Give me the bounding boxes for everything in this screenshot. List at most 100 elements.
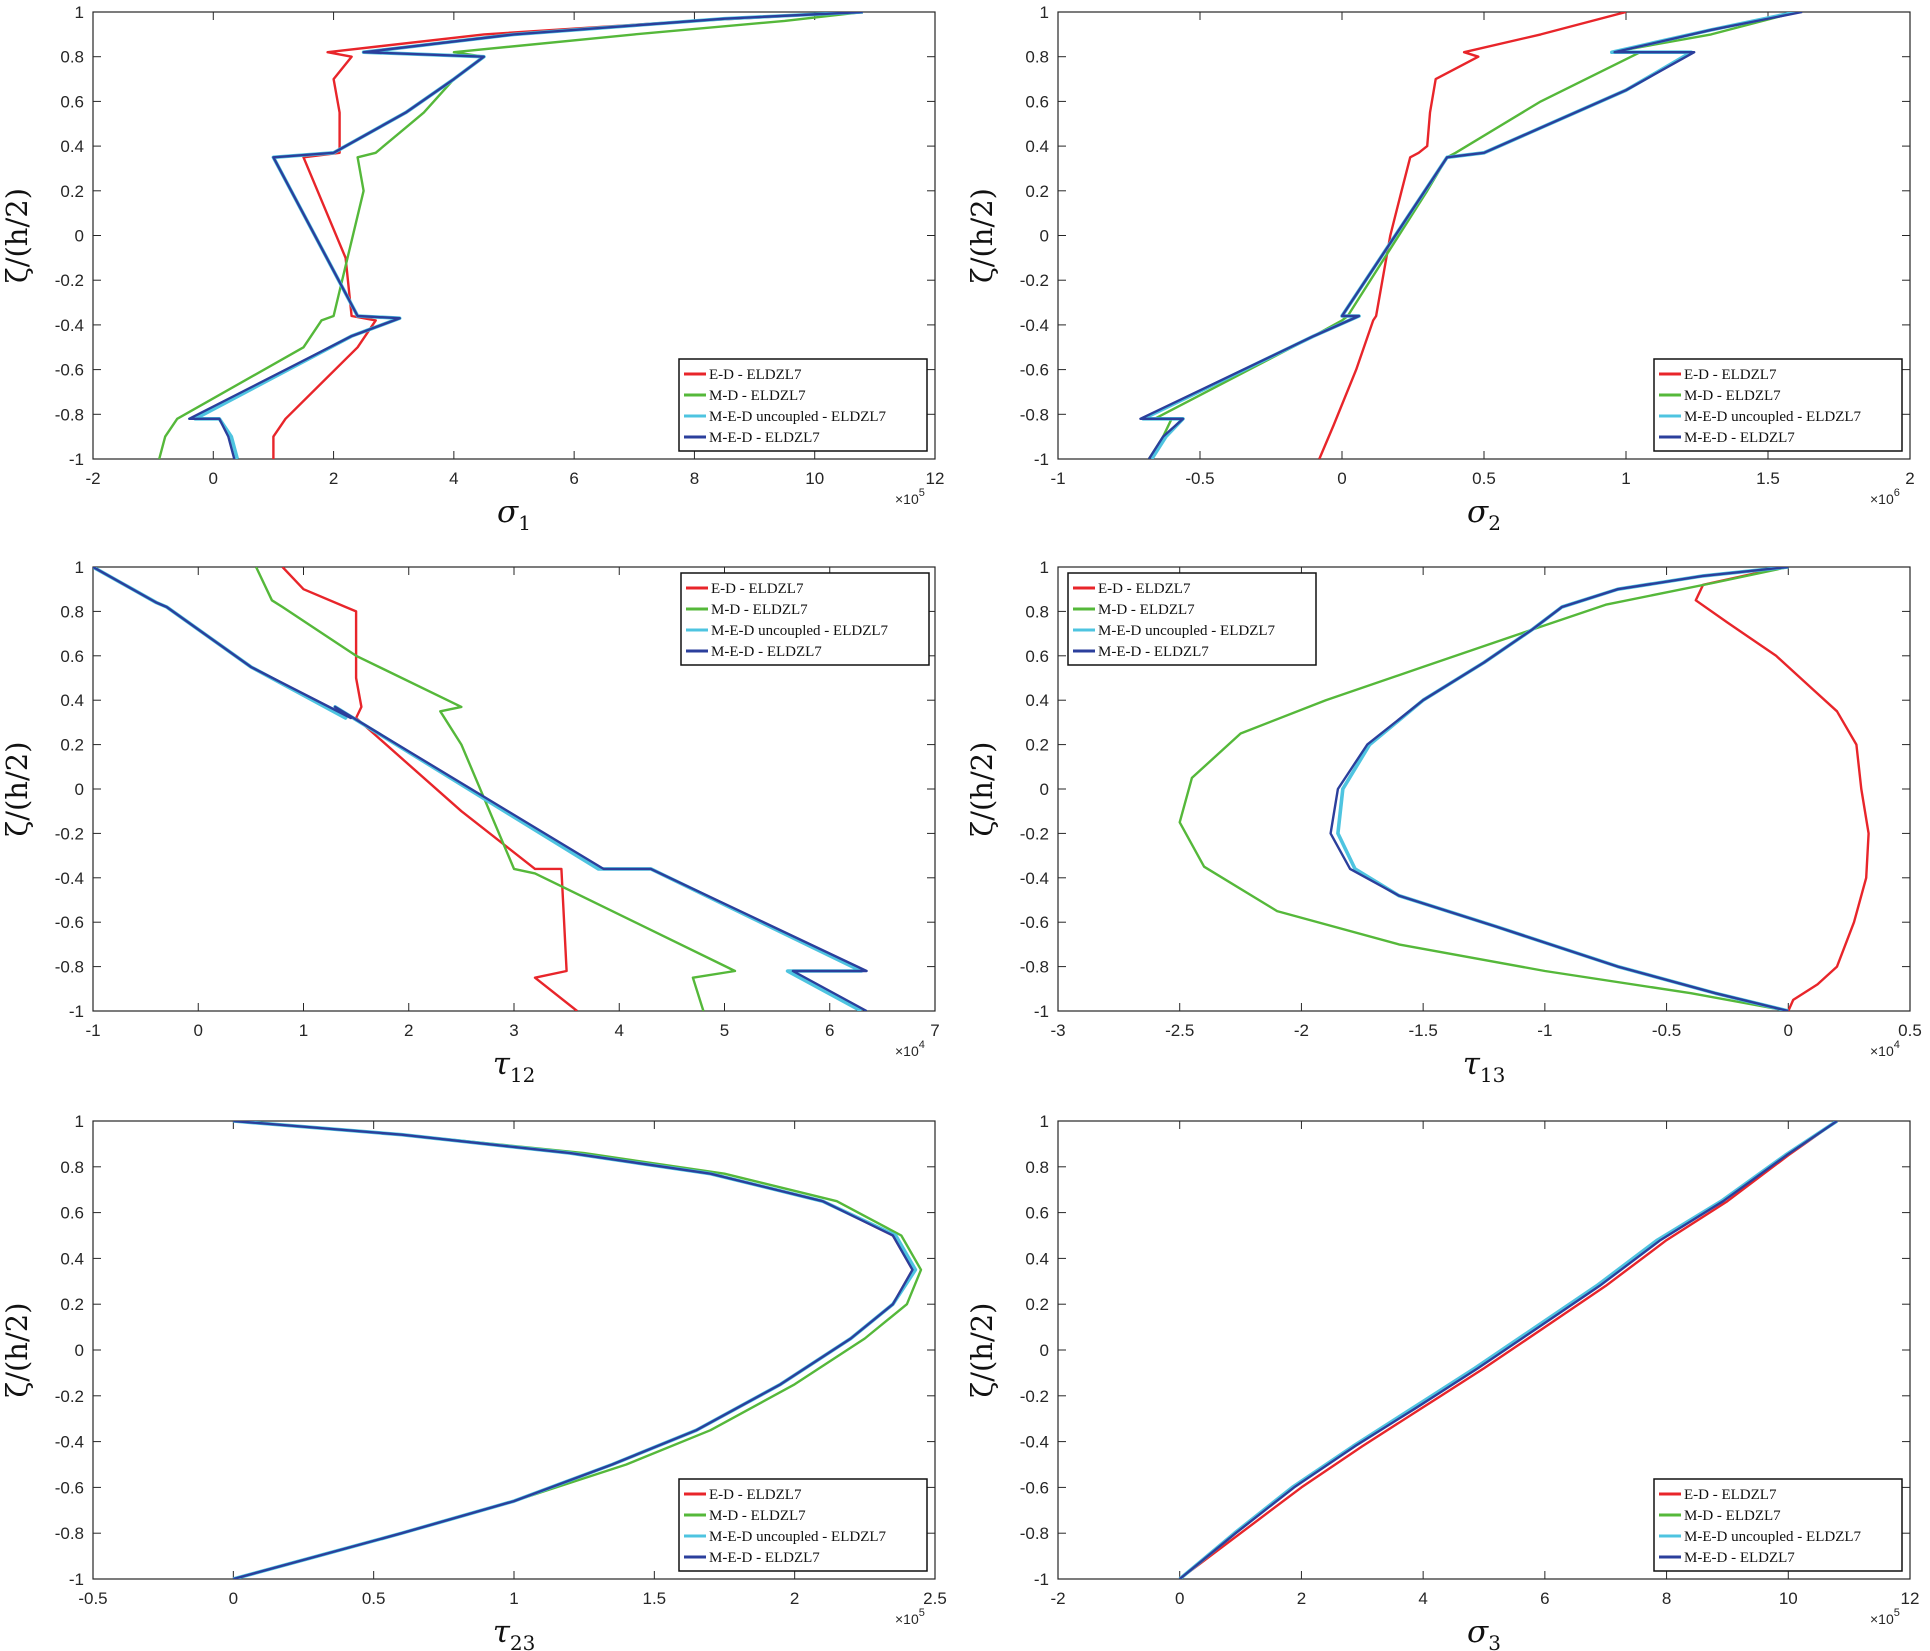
x-axis-label: σ2: [1467, 494, 1501, 535]
y-tick-label: 1: [1040, 558, 1049, 577]
x-exponent-label: ×104: [1870, 1039, 1900, 1059]
x-tick-label: 2: [790, 1589, 799, 1608]
y-axis-label: ζ/(h/2): [0, 188, 34, 283]
y-tick-label: 0: [1040, 227, 1049, 246]
y-tick-label: -1: [69, 1570, 84, 1589]
y-tick-label: 0.2: [60, 1295, 84, 1314]
x-tick-label: 12: [926, 469, 945, 488]
series-line-e-d: [1694, 567, 1870, 1011]
y-tick-label: 0.8: [60, 48, 84, 67]
x-tick-label: 2: [404, 1021, 413, 1040]
y-tick-label: -0.6: [55, 361, 84, 380]
legend-box: [680, 572, 930, 666]
legend-entry: M-E-D uncoupled - ELDZL7: [709, 1529, 887, 1545]
y-tick-label: -0.4: [1020, 869, 1049, 888]
x-tick-label: 0.5: [1472, 469, 1496, 488]
y-tick-label: -1: [1034, 1002, 1049, 1021]
x-tick-label: -0.5: [78, 1589, 107, 1608]
legend-entry: M-E-D - ELDZL7: [1098, 644, 1209, 660]
x-exponent-label: ×105: [895, 1607, 925, 1627]
x-tick-label: 6: [825, 1021, 834, 1040]
x-tick-label: 5: [720, 1021, 729, 1040]
series-line-e-d: [1178, 1121, 1838, 1579]
y-tick-label: 0.4: [60, 691, 84, 710]
x-tick-label: 1: [509, 1589, 518, 1608]
legend-box: [678, 1478, 928, 1572]
legend-entry: M-E-D uncoupled - ELDZL7: [1684, 409, 1862, 425]
y-axis-label: ζ/(h/2): [0, 741, 34, 836]
legend-box: [1653, 358, 1903, 452]
y-tick-label: -0.8: [55, 958, 84, 977]
y-tick-label: 0.6: [1025, 647, 1049, 666]
y-tick-label: 0.6: [1025, 92, 1049, 111]
y-tick-label: 0: [75, 780, 84, 799]
y-tick-label: -0.8: [1020, 958, 1049, 977]
series-line-e-d: [1318, 12, 1627, 459]
y-tick-label: 0.4: [60, 137, 84, 156]
x-axis-label: τ12: [493, 1046, 536, 1087]
x-exponent-label: ×106: [1870, 487, 1900, 507]
legend-entry: M-D - ELDZL7: [1684, 388, 1781, 404]
x-tick-label: -1: [85, 1021, 100, 1040]
legend-box: [1067, 572, 1317, 666]
x-tick-label: 6: [569, 469, 578, 488]
panel-2: -1 -0.5 0 0.5 1 1.5 2 -1 -0.8 -0.6 -0.4 -0.2 0 0.2 0.4…: [965, 3, 1915, 535]
x-tick-label: 4: [449, 469, 458, 488]
y-tick-label: 0.6: [60, 92, 84, 111]
legend: E-D - ELDZL7 M-D - ELDZL7 M-E-D uncoupled …: [680, 572, 930, 666]
x-tick-label: 10: [805, 469, 824, 488]
y-tick-label: -0.2: [55, 1387, 84, 1406]
series-line-m-d: [158, 12, 863, 459]
legend-entry: E-D - ELDZL7: [709, 1487, 802, 1503]
legend-entry: M-D - ELDZL7: [1098, 602, 1195, 618]
x-tick-label: 4: [1418, 1589, 1427, 1608]
y-tick-label: 1: [75, 1112, 84, 1131]
y-tick-label: 0: [75, 1341, 84, 1360]
x-tick-label: 2.5: [923, 1589, 947, 1608]
legend-entry: M-E-D - ELDZL7: [1684, 430, 1795, 446]
legend-entry: M-E-D uncoupled - ELDZL7: [1684, 1529, 1862, 1545]
x-tick-label: -2: [85, 469, 100, 488]
y-axis-label: ζ/(h/2): [965, 741, 999, 836]
y-tick-label: 0.8: [60, 1158, 84, 1177]
panel-4: -3 -2.5 -2 -1.5 -1 -0.5 0 0.5 -1 -0.8 -0.6 -0.4 -0.2…: [965, 558, 1922, 1087]
y-tick-label: -0.4: [1020, 1433, 1049, 1452]
x-tick-label: 0: [209, 469, 218, 488]
legend-entry: E-D - ELDZL7: [1684, 1487, 1777, 1503]
legend-entry: M-D - ELDZL7: [709, 388, 806, 404]
x-tick-label: 12: [1901, 1589, 1920, 1608]
y-tick-label: 1: [75, 558, 84, 577]
y-tick-label: 0.2: [1025, 182, 1049, 201]
y-tick-label: -0.2: [55, 824, 84, 843]
legend-box: [1653, 1478, 1903, 1572]
y-tick-label: -0.8: [1020, 1524, 1049, 1543]
y-tick-label: 0.4: [60, 1249, 84, 1268]
y-tick-label: 0.4: [1025, 137, 1049, 156]
x-tick-label: -2.5: [1165, 1021, 1194, 1040]
x-exponent-label: ×104: [895, 1039, 925, 1059]
y-tick-label: -0.6: [55, 1478, 84, 1497]
series-line-m-e-d: [187, 12, 863, 459]
legend-entry: E-D - ELDZL7: [1684, 367, 1777, 383]
y-tick-label: -1: [1034, 1570, 1049, 1589]
legend-entry: E-D - ELDZL7: [711, 581, 804, 597]
panel-3: -1 0 1 2 3 4 5 6 7 -1 -0.8 -0.6 -0.4 -0.2 0 0.2 0.4 0.6 0.…: [0, 558, 940, 1087]
x-tick-label: 0: [1337, 469, 1346, 488]
x-tick-label: 0.5: [1898, 1021, 1922, 1040]
y-tick-label: -0.6: [55, 913, 84, 932]
series-line-m-e-d: [1139, 12, 1803, 459]
x-exponent-label: ×105: [1870, 1607, 1900, 1627]
y-tick-label: -0.8: [55, 405, 84, 424]
y-tick-label: -0.4: [55, 869, 84, 888]
y-tick-label: 0.4: [1025, 691, 1049, 710]
legend: E-D - ELDZL7 M-D - ELDZL7 M-E-D uncoupled …: [678, 358, 928, 452]
y-tick-label: -0.8: [1020, 405, 1049, 424]
y-tick-label: 0.2: [60, 182, 84, 201]
series-line-m-e-d: [1329, 567, 1789, 1011]
y-tick-label: 0.8: [1025, 602, 1049, 621]
x-tick-label: 6: [1540, 1589, 1549, 1608]
x-axis-label: τ23: [493, 1614, 536, 1651]
x-exponent-label: ×105: [895, 487, 925, 507]
y-tick-label: 0.6: [60, 1204, 84, 1223]
